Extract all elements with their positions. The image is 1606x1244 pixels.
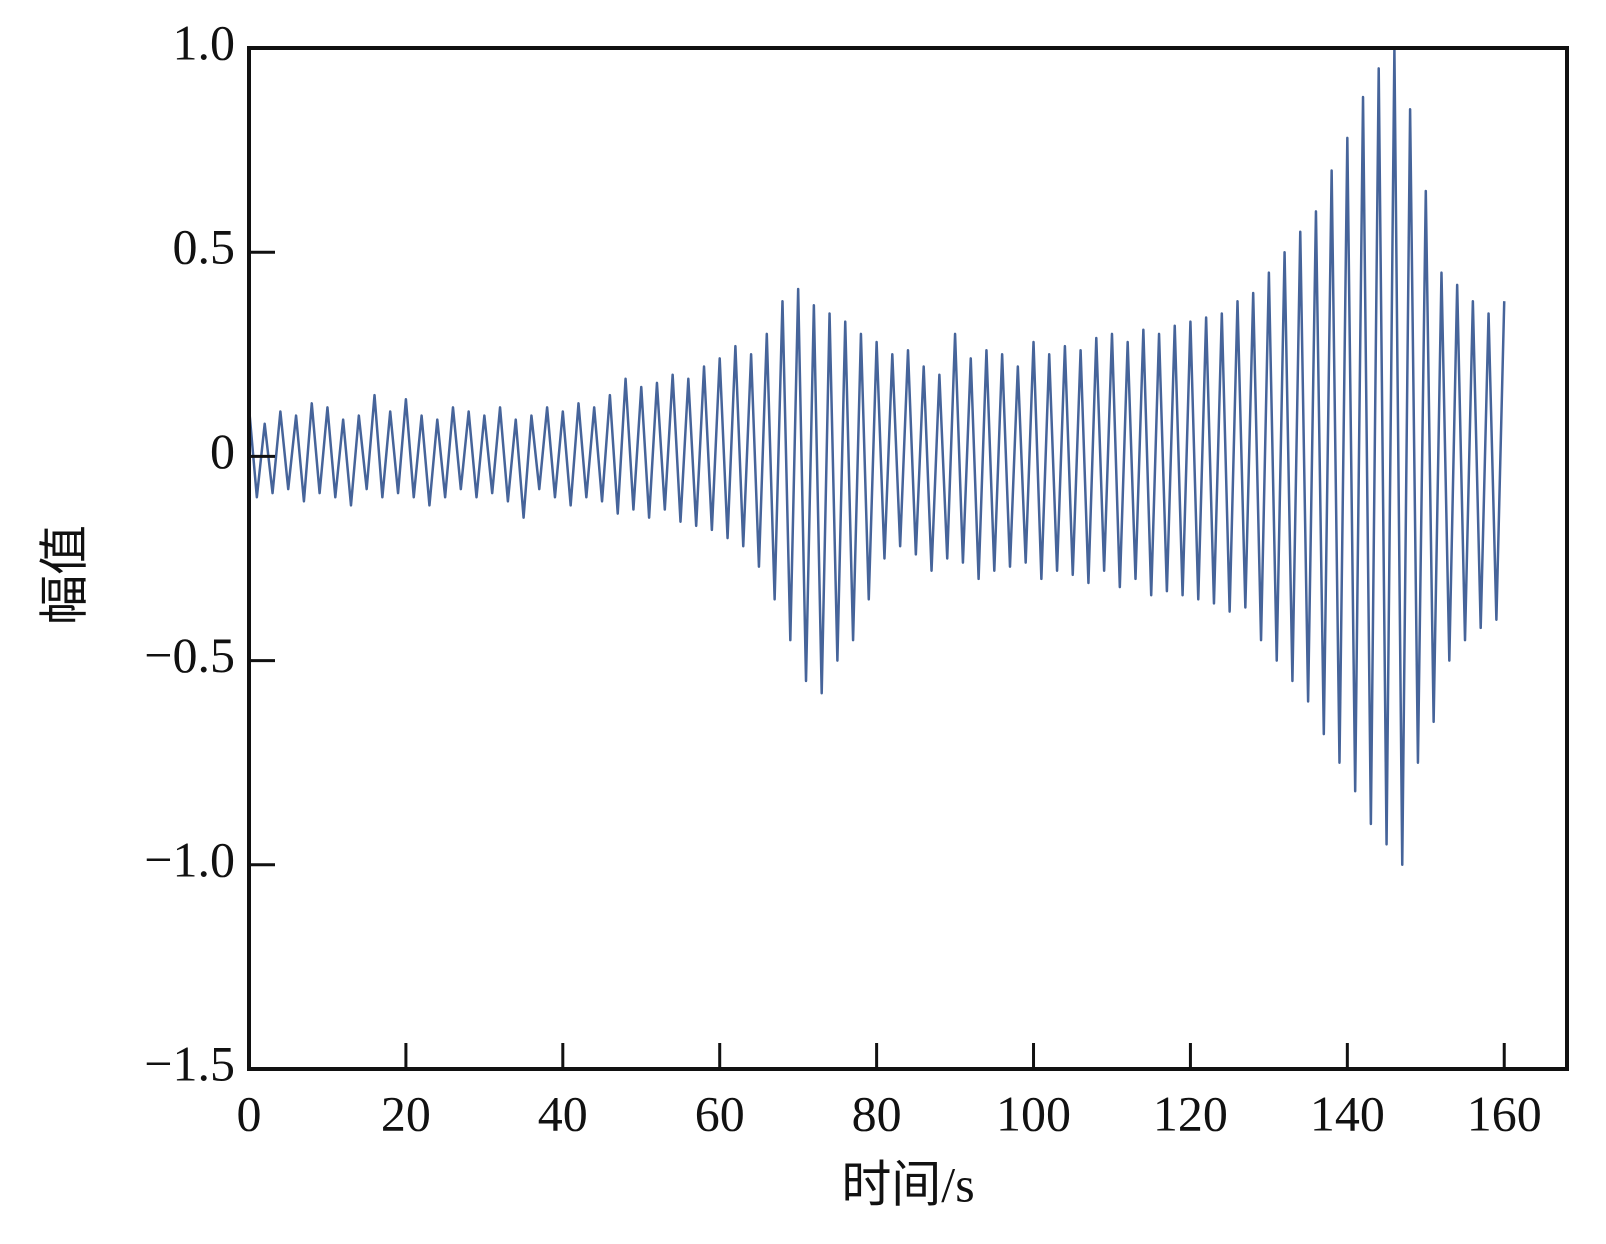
x-tick-label: 0: [237, 1085, 262, 1141]
y-tick-label: −0.5: [144, 627, 235, 683]
x-tick-label: 140: [1310, 1085, 1385, 1141]
y-tick-label: −1.0: [144, 831, 235, 887]
x-tick-label: 100: [996, 1085, 1071, 1141]
x-tick-label: 20: [381, 1085, 431, 1141]
x-tick-label: 80: [852, 1085, 902, 1141]
y-tick-label: 1.0: [173, 14, 236, 70]
y-tick-label: 0: [210, 423, 235, 479]
x-tick-label: 160: [1467, 1085, 1542, 1141]
x-tick-label: 120: [1153, 1085, 1228, 1141]
x-axis-label: 时间/s: [841, 1156, 974, 1212]
y-axis-label: 幅值: [36, 525, 92, 625]
x-tick-label: 40: [538, 1085, 588, 1141]
signal-line: [247, 46, 1506, 867]
y-tick-label: −1.5: [144, 1035, 235, 1091]
plot-frame: [247, 46, 1569, 1071]
x-tick-label: 60: [695, 1085, 745, 1141]
y-tick-label: 0.5: [173, 219, 236, 275]
